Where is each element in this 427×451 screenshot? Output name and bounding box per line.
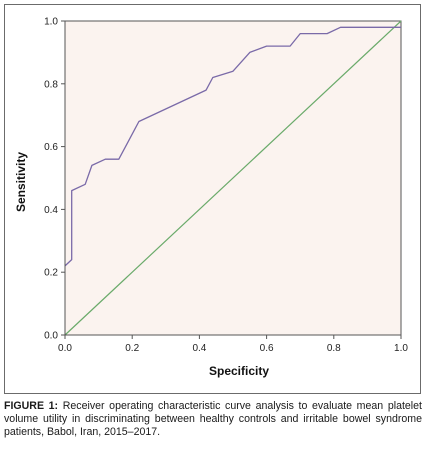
y-tick-label: 0.6: [44, 142, 58, 153]
y-tick-label: 0.0: [44, 331, 58, 342]
roc-curve-layer: [64, 26, 401, 267]
caption-text: Receiver operating characteristic curve …: [4, 400, 422, 438]
y-tick-label: 0.2: [44, 268, 58, 279]
figure-caption: FIGURE 1: Receiver operating characteris…: [4, 400, 422, 439]
x-tick-label: 0.4: [192, 343, 206, 354]
roc-curve-line: [64, 26, 401, 267]
reference-diagonal-line: [64, 20, 402, 336]
roc-chart: 0.0 0.2 0.4 0.6 0.8 1.0 0.0 0.2 0.4 0.6 0.8 1.0 Sp…: [14, 17, 408, 379]
y-tick-label: 1.0: [44, 17, 58, 28]
x-tick-label: 1.0: [394, 343, 408, 354]
x-axis-ticks: 0.0 0.2 0.4 0.6 0.8 1.0: [58, 335, 408, 354]
y-tick-label: 0.4: [44, 205, 58, 216]
caption-lead: FIGURE 1:: [4, 400, 59, 412]
axes: [64, 21, 401, 336]
x-tick-label: 0.0: [58, 343, 72, 354]
y-axis-title: Sensitivity: [14, 152, 28, 212]
figure-frame: 0.0 0.2 0.4 0.6 0.8 1.0 0.0 0.2 0.4 0.6 0.8 1.0 Sp…: [4, 4, 421, 394]
x-axis-title: Specificity: [209, 364, 269, 378]
x-tick-label: 0.8: [327, 343, 341, 354]
x-tick-label: 0.6: [260, 343, 274, 354]
reference-line-layer: [64, 20, 402, 336]
y-axis-ticks: 0.0 0.2 0.4 0.6 0.8 1.0: [44, 17, 65, 342]
y-tick-label: 0.8: [44, 79, 58, 90]
x-tick-label: 0.2: [125, 343, 139, 354]
